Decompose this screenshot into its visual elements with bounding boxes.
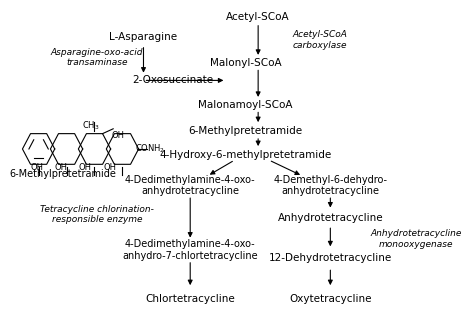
Text: 4-Hydroxy-6-methylpretetramide: 4-Hydroxy-6-methylpretetramide <box>159 150 331 160</box>
Text: 4-Dedimethylamine-4-oxo-
anhydrotetracycline: 4-Dedimethylamine-4-oxo- anhydrotetracyc… <box>125 175 255 196</box>
Text: Chlortetracycline: Chlortetracycline <box>146 294 235 304</box>
Text: Acetyl-SCoA
carboxylase: Acetyl-SCoA carboxylase <box>292 30 347 50</box>
Text: OH: OH <box>54 163 67 172</box>
Text: 2-Oxosuccinate: 2-Oxosuccinate <box>133 75 214 86</box>
Text: CH$_3$: CH$_3$ <box>82 120 100 132</box>
Text: Asparagine-oxo-acid
transaminase: Asparagine-oxo-acid transaminase <box>51 48 143 67</box>
Text: 4-Dedimethylamine-4-oxo-
anhydro-7-chlortetracycline: 4-Dedimethylamine-4-oxo- anhydro-7-chlor… <box>122 240 258 261</box>
Text: OH: OH <box>111 131 124 139</box>
Text: Malonyl-SCoA: Malonyl-SCoA <box>210 58 281 68</box>
Text: 12-Dehydrotetracycline: 12-Dehydrotetracycline <box>269 253 392 263</box>
Text: Oxytetracycline: Oxytetracycline <box>289 294 372 304</box>
Text: L-Asparagine: L-Asparagine <box>109 32 178 42</box>
Text: Anhydrotetracycline
monooxygenase: Anhydrotetracycline monooxygenase <box>371 229 462 249</box>
Text: 6-Methylpretetramide: 6-Methylpretetramide <box>188 126 302 136</box>
Text: OH: OH <box>79 163 92 172</box>
Text: Anhydrotetracycline: Anhydrotetracycline <box>277 213 383 223</box>
Text: Acetyl-SCoA: Acetyl-SCoA <box>226 12 290 22</box>
Text: 4-Demethyl-6-dehydro-
anhydrotetracycline: 4-Demethyl-6-dehydro- anhydrotetracyclin… <box>273 175 387 196</box>
Text: OH: OH <box>31 163 44 172</box>
Text: 6-Methylpretetramide: 6-Methylpretetramide <box>9 169 116 179</box>
Text: OH: OH <box>103 163 117 172</box>
Text: CONH$_2$: CONH$_2$ <box>135 142 165 155</box>
Text: Tetracycline chlorination-
responsible enzyme: Tetracycline chlorination- responsible e… <box>40 205 154 224</box>
Text: Malonamoyl-SCoA: Malonamoyl-SCoA <box>198 100 292 110</box>
